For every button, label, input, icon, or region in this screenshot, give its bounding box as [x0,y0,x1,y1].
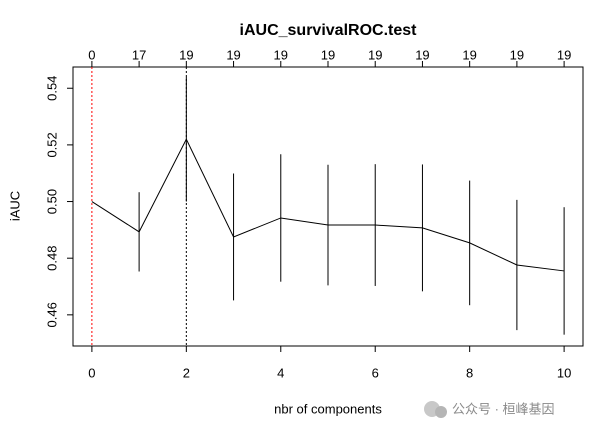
x-tick-label: 8 [466,365,473,380]
top-tick-label: 19 [368,47,382,62]
y-tick-label: 0.46 [44,302,59,327]
x-tick-label: 4 [277,365,284,380]
top-tick-label: 19 [226,47,240,62]
top-tick-label: 19 [321,47,335,62]
top-tick-label: 19 [274,47,288,62]
top-tick-label: 19 [415,47,429,62]
watermark-icon [424,401,447,418]
x-tick-label: 10 [557,365,571,380]
x-tick-label: 0 [88,365,95,380]
x-tick-label: 2 [183,365,190,380]
top-tick-label: 19 [462,47,476,62]
top-tick-label: 19 [510,47,524,62]
y-tick-label: 0.54 [44,76,59,101]
y-tick-label: 0.52 [44,132,59,157]
y-tick-label: 0.48 [44,246,59,271]
top-tick-label: 0 [88,47,95,62]
top-tick-label: 19 [179,47,193,62]
y-tick-label: 0.50 [44,189,59,214]
x-tick-label: 6 [372,365,379,380]
watermark: 公众号 · 桓峰基因 [452,401,555,416]
chart-title: iAUC_survivalROC.test [240,22,418,39]
x-axis-label: nbr of components [274,401,382,416]
y-axis-label: iAUC [7,191,22,221]
top-tick-label: 19 [557,47,571,62]
top-tick-label: 17 [132,47,146,62]
